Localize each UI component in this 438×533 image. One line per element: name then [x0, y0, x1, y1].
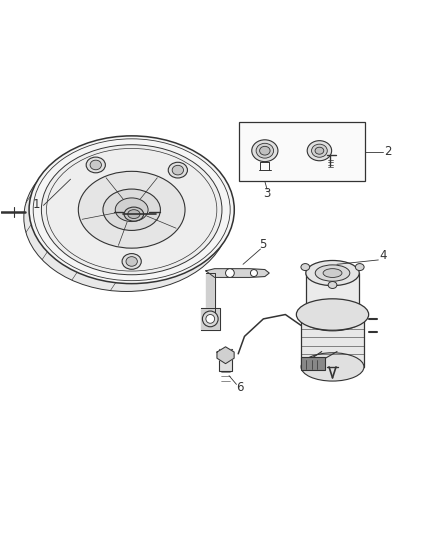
Ellipse shape: [122, 254, 141, 269]
Bar: [300, 357, 325, 370]
Ellipse shape: [323, 269, 342, 278]
Ellipse shape: [256, 143, 274, 158]
Ellipse shape: [306, 261, 359, 286]
Ellipse shape: [355, 264, 364, 271]
Ellipse shape: [172, 165, 184, 175]
Ellipse shape: [260, 147, 270, 155]
Text: 4: 4: [379, 249, 387, 262]
Bar: [301, 317, 364, 367]
Ellipse shape: [301, 303, 364, 331]
Bar: [219, 350, 232, 372]
Ellipse shape: [311, 144, 327, 157]
Text: 1: 1: [33, 198, 40, 211]
Ellipse shape: [124, 207, 144, 221]
Bar: [306, 273, 359, 314]
Circle shape: [206, 314, 215, 323]
Bar: [239, 123, 365, 181]
Ellipse shape: [41, 145, 222, 274]
Ellipse shape: [315, 147, 324, 154]
Ellipse shape: [252, 140, 278, 161]
Ellipse shape: [78, 171, 185, 248]
Circle shape: [251, 270, 258, 277]
Text: 6: 6: [236, 381, 244, 394]
Text: 3: 3: [263, 187, 271, 200]
Ellipse shape: [29, 136, 234, 284]
Ellipse shape: [115, 198, 148, 222]
Polygon shape: [217, 347, 234, 364]
Ellipse shape: [24, 144, 229, 292]
Polygon shape: [206, 273, 215, 317]
Ellipse shape: [90, 160, 102, 169]
Ellipse shape: [103, 189, 160, 230]
Polygon shape: [206, 269, 269, 277]
Circle shape: [226, 269, 234, 277]
Ellipse shape: [301, 353, 364, 381]
Polygon shape: [201, 308, 220, 330]
Ellipse shape: [297, 299, 369, 330]
Ellipse shape: [168, 162, 187, 178]
Ellipse shape: [128, 209, 140, 219]
Circle shape: [202, 311, 218, 327]
Ellipse shape: [328, 281, 337, 288]
Ellipse shape: [315, 265, 350, 281]
Ellipse shape: [307, 141, 332, 161]
Ellipse shape: [86, 157, 106, 173]
Text: 2: 2: [384, 146, 392, 158]
Text: 5: 5: [259, 238, 267, 251]
Ellipse shape: [301, 264, 310, 271]
Ellipse shape: [126, 257, 138, 266]
